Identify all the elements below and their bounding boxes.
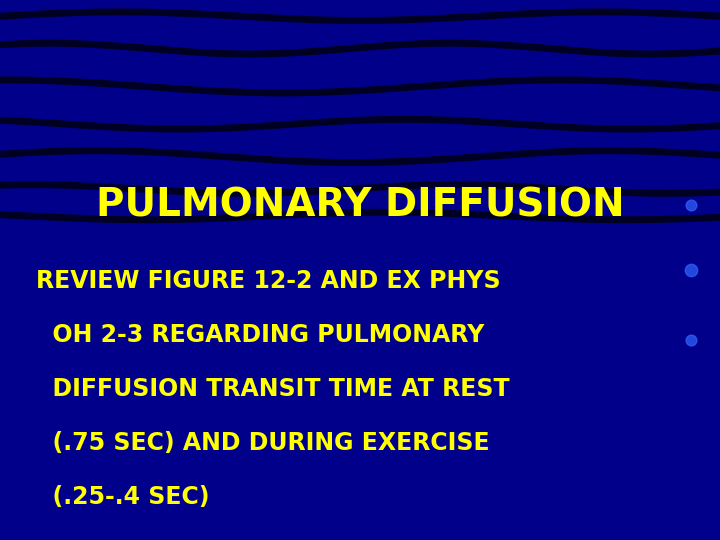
Point <box>685 266 697 274</box>
Text: (.75 SEC) AND DURING EXERCISE: (.75 SEC) AND DURING EXERCISE <box>36 431 490 455</box>
Text: (.25-.4 SEC): (.25-.4 SEC) <box>36 485 210 509</box>
Point <box>685 201 697 210</box>
Text: OH 2-3 REGARDING PULMONARY: OH 2-3 REGARDING PULMONARY <box>36 323 485 347</box>
Text: REVIEW FIGURE 12-2 AND EX PHYS: REVIEW FIGURE 12-2 AND EX PHYS <box>36 269 500 293</box>
Point <box>685 336 697 345</box>
Text: PULMONARY DIFFUSION: PULMONARY DIFFUSION <box>96 186 624 224</box>
Text: DIFFUSION TRANSIT TIME AT REST: DIFFUSION TRANSIT TIME AT REST <box>36 377 510 401</box>
